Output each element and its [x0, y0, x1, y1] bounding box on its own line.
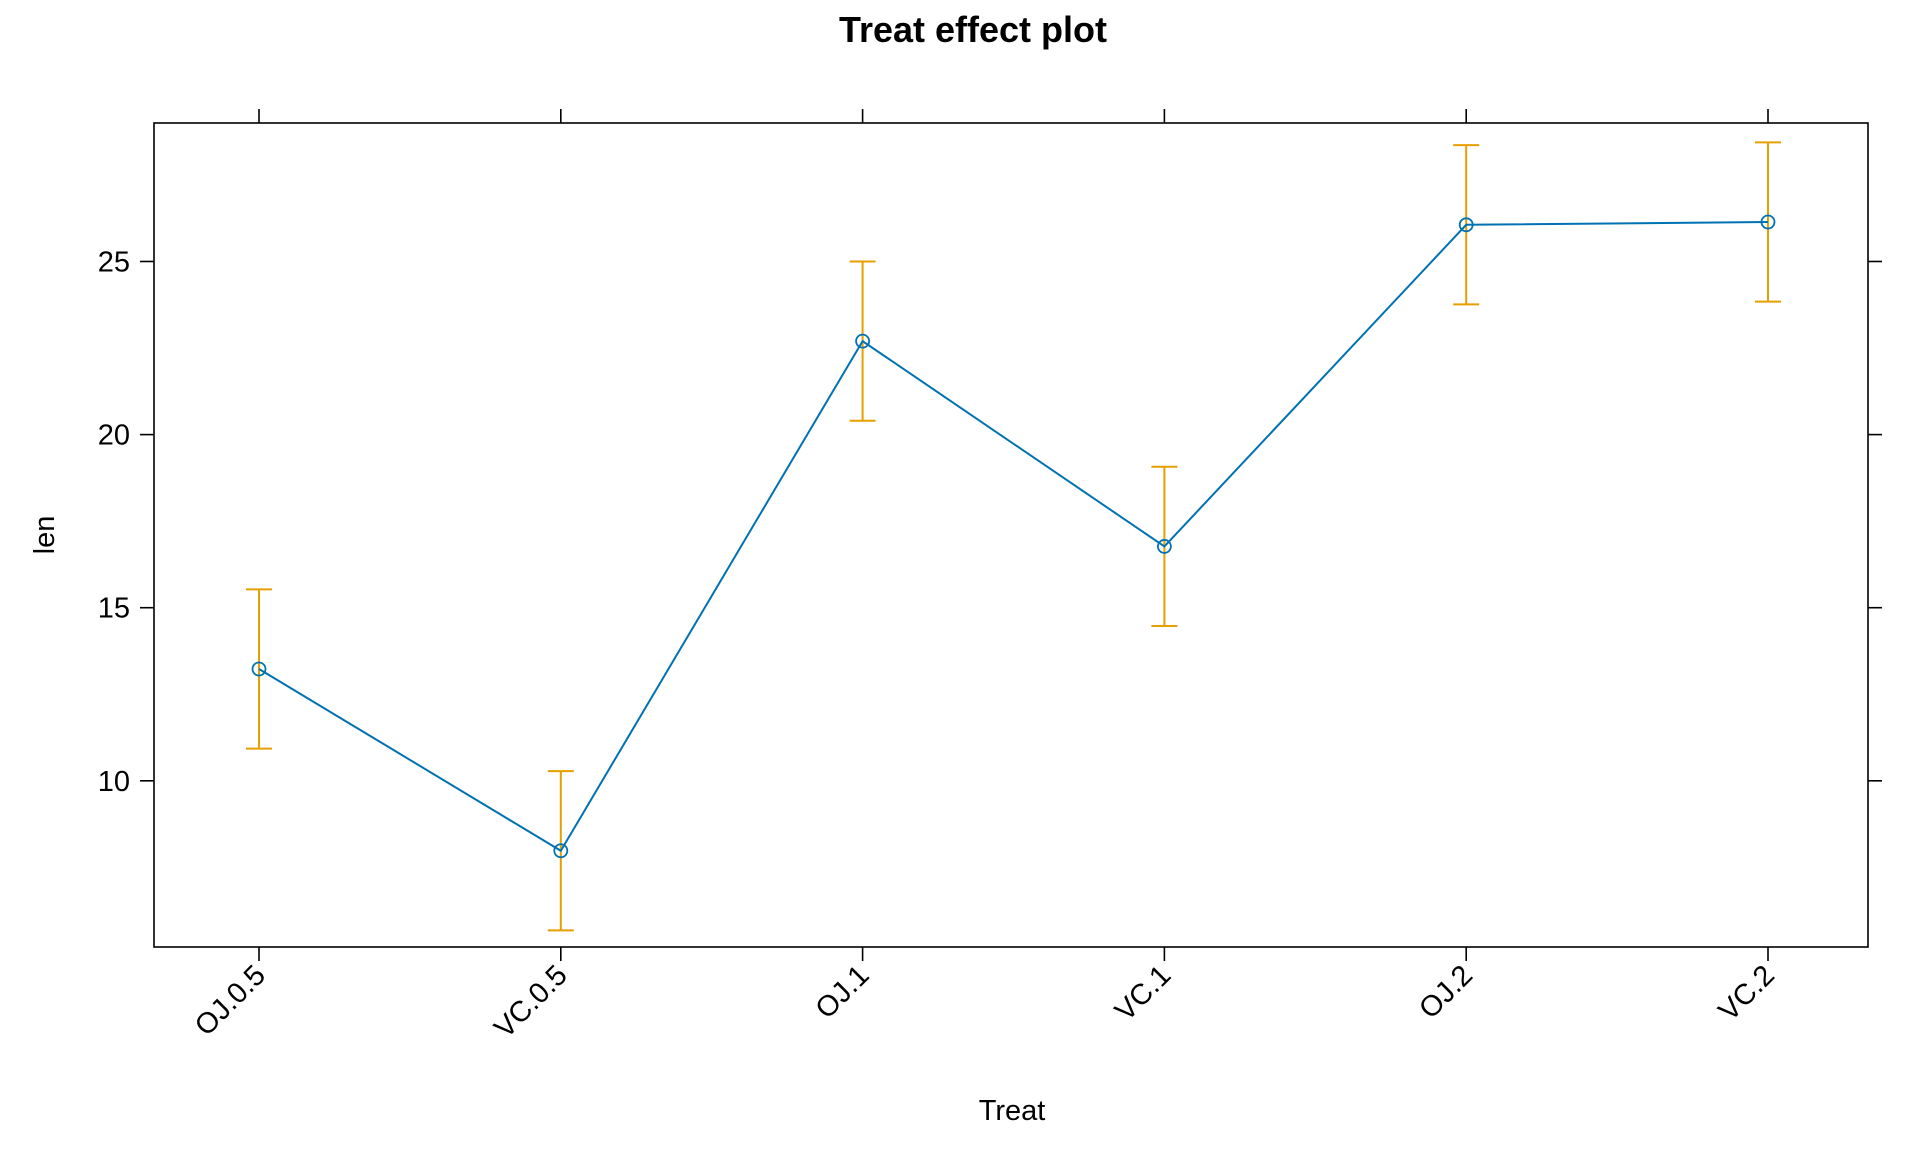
axis-ticks: [140, 109, 1882, 961]
data-point: [1458, 217, 1474, 233]
series-line: [258, 221, 1769, 853]
x-tick-labels: OJ.0.5 VC.0.5 OJ.1 VC.1 OJ.2 VC.2: [189, 959, 1781, 1044]
y-tick-label: 20: [98, 420, 130, 452]
plot-frame: [153, 122, 1869, 948]
x-axis-label: Treat: [979, 1095, 1046, 1127]
y-tick-labels: 10 15 20 25: [98, 246, 130, 797]
data-point: [553, 843, 569, 859]
y-tick-label: 10: [98, 766, 130, 798]
x-tick-label: VC.2: [1713, 959, 1781, 1027]
data-point: [855, 333, 870, 349]
series-line-group: [258, 221, 1769, 853]
y-tick-label: 25: [98, 246, 130, 278]
x-tick-label: VC.0.5: [488, 959, 573, 1044]
chart-title: Treat effect plot: [839, 9, 1107, 50]
x-tick-label: OJ.0.5: [189, 959, 272, 1042]
y-axis-label: len: [29, 516, 61, 555]
x-tick-label: OJ.1: [810, 959, 876, 1025]
x-tick-label: VC.1: [1109, 959, 1177, 1027]
data-point: [251, 661, 267, 677]
error-bars: [246, 141, 1781, 932]
x-tick-label: OJ.2: [1413, 959, 1479, 1025]
y-tick-label: 15: [98, 593, 130, 625]
data-point: [1157, 539, 1172, 554]
data-point: [1760, 214, 1776, 230]
data-points: [251, 214, 1776, 859]
